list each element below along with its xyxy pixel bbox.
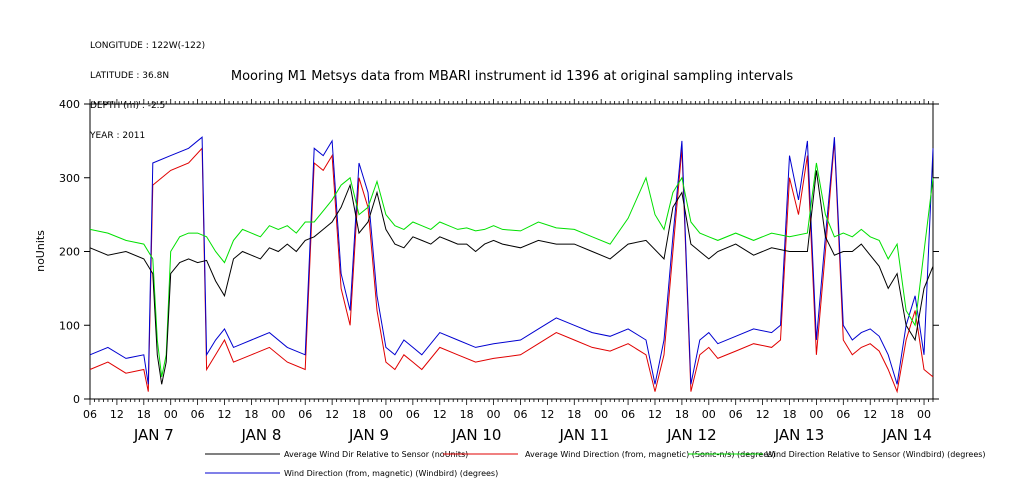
meta-depth: DEPTH (m) : -2.5 — [90, 101, 166, 111]
series-line-4 — [89, 136, 934, 385]
legend-label-4: Wind Direction (from, magnetic) (Windbir… — [284, 469, 498, 478]
legend: Average Wind Dir Relative to Sensor (noU… — [205, 450, 986, 478]
meta-year: YEAR : 2011 — [90, 131, 146, 141]
series-line-2 — [89, 140, 934, 394]
x-tick-label: 00 — [594, 408, 608, 421]
y-tick-label: 200 — [59, 246, 80, 259]
series-line-3 — [89, 162, 934, 377]
y-tick-label: 100 — [59, 319, 80, 332]
x-tick-label: 00 — [702, 408, 716, 421]
x-tick-label: 18 — [567, 408, 581, 421]
x-tick-label: 12 — [756, 408, 770, 421]
x-tick-label: 12 — [648, 408, 662, 421]
x-day-label: JAN 14 — [881, 426, 932, 444]
meta-longitude: LONGITUDE : 122W(-122) — [90, 41, 206, 51]
series-layer — [89, 136, 934, 394]
x-tick-label: 00 — [164, 408, 178, 421]
axis-layer: 0 100 200 300 400 06 12 18 00 06 12 18 00 06 12 18 00 06 1… — [59, 98, 939, 444]
x-tick-label: 18 — [137, 408, 151, 421]
x-day-label: JAN 12 — [666, 426, 717, 444]
x-tick-label: 18 — [244, 408, 258, 421]
y-tick-label: 0 — [73, 393, 80, 406]
x-tick-label: 18 — [460, 408, 474, 421]
x-tick-label: 12 — [433, 408, 447, 421]
x-tick-label: 18 — [783, 408, 797, 421]
x-tick-label: 12 — [110, 408, 124, 421]
x-tick-label: 12 — [863, 408, 877, 421]
metadata-block: LONGITUDE : 122W(-122) LATITUDE : 36.8N … — [90, 21, 205, 151]
x-tick-label: 00 — [809, 408, 823, 421]
x-tick-label: 06 — [191, 408, 205, 421]
chart-title: Mooring M1 Metsys data from MBARI instru… — [231, 69, 793, 84]
x-tick-label: 00 — [487, 408, 501, 421]
x-tick-label: 06 — [298, 408, 312, 421]
legend-label-2: Average Wind Direction (from, magnetic) … — [525, 450, 775, 459]
x-day-label: JAN 9 — [348, 426, 389, 444]
x-tick-label: 18 — [352, 408, 366, 421]
y-tick-label: 400 — [59, 98, 80, 111]
x-day-label: JAN 11 — [559, 426, 610, 444]
x-tick-label: 18 — [675, 408, 689, 421]
x-tick-label: 06 — [83, 408, 97, 421]
series-line-1 — [89, 170, 934, 385]
x-tick-label: 00 — [271, 408, 285, 421]
x-tick-label: 18 — [890, 408, 904, 421]
y-axis-label: noUnits — [34, 230, 47, 272]
x-tick-label: 06 — [836, 408, 850, 421]
meta-latitude: LATITUDE : 36.8N — [90, 71, 170, 81]
x-day-label: JAN 10 — [451, 426, 502, 444]
x-day-label: JAN 7 — [133, 426, 174, 444]
x-tick-label: 06 — [621, 408, 635, 421]
legend-label-3: Wind Direction Relative to Sensor (Windb… — [766, 450, 986, 459]
x-tick-label: 12 — [325, 408, 339, 421]
x-day-label: JAN 13 — [774, 426, 825, 444]
x-day-label: JAN 8 — [240, 426, 281, 444]
x-tick-label: 00 — [917, 408, 931, 421]
y-tick-label: 300 — [59, 172, 80, 185]
legend-label-1: Average Wind Dir Relative to Sensor (noU… — [284, 450, 468, 459]
x-tick-label: 00 — [379, 408, 393, 421]
x-tick-label: 06 — [513, 408, 527, 421]
x-tick-label: 06 — [406, 408, 420, 421]
x-tick-label: 12 — [540, 408, 554, 421]
x-tick-label: 12 — [218, 408, 232, 421]
x-tick-label: 06 — [729, 408, 743, 421]
